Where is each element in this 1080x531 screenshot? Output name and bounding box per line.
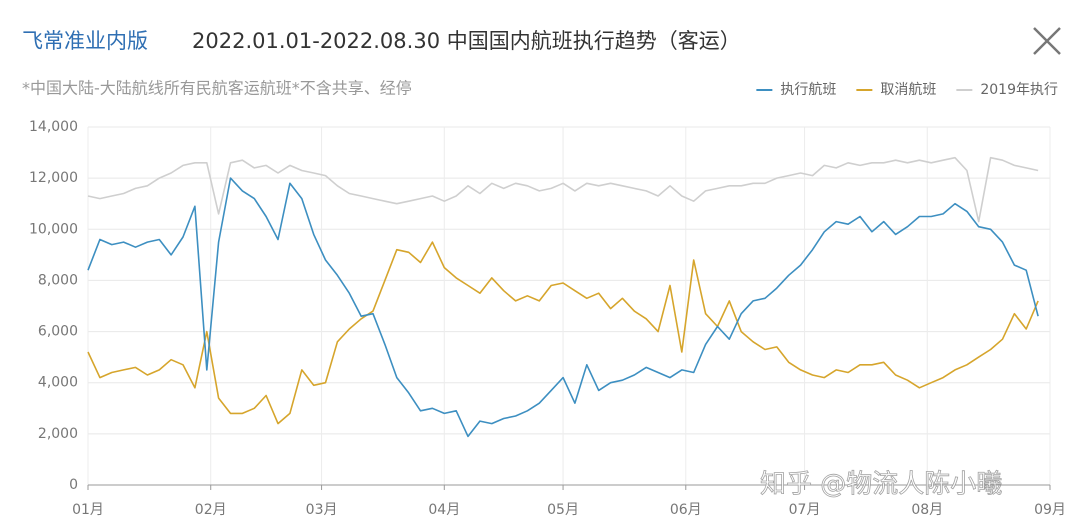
line-series [87,156,1039,223]
x-tick-label: 08月 [911,502,943,518]
line-series [87,177,1039,438]
x-tick-label: 07月 [789,502,821,518]
close-button[interactable] [1033,27,1061,55]
x-tick-label: 03月 [306,502,338,518]
legend: 2019年执行 取消航班 执行航班 [756,82,1058,98]
watermark: 知乎 @物流人陈小曦 [760,470,1002,500]
x-tick-label: 02月 [195,502,227,518]
y-tick-label: 10,000 [29,221,78,237]
legend-label: 2019年执行 [980,82,1058,98]
x-tick-label: 05月 [547,502,579,518]
brand: 飞常准业内版 [22,29,148,53]
y-tick-label: 6,000 [38,324,78,340]
line-series [87,241,1039,425]
y-tick-label: 12,000 [29,170,78,186]
y-tick-label: 2,000 [38,426,78,442]
y-tick-label: 14,000 [29,119,78,135]
x-tick-label: 06月 [670,502,702,518]
y-tick-label: 0 [69,477,78,493]
legend-label: 取消航班 [880,82,936,98]
x-tick-label: 04月 [428,502,460,518]
y-tick-label: 8,000 [38,272,78,288]
chart-subtitle: *中国大陆-大陆航线所有民航客运航班*不含共享、经停 [22,79,412,98]
x-tick-label: 01月 [72,502,104,518]
chart-title: 2022.01.01-2022.08.30 中国国内航班执行趋势（客运） [192,29,741,53]
y-tick-label: 4,000 [38,375,78,391]
legend-label: 执行航班 [780,82,836,98]
x-tick-label: 09月 [1034,502,1066,518]
